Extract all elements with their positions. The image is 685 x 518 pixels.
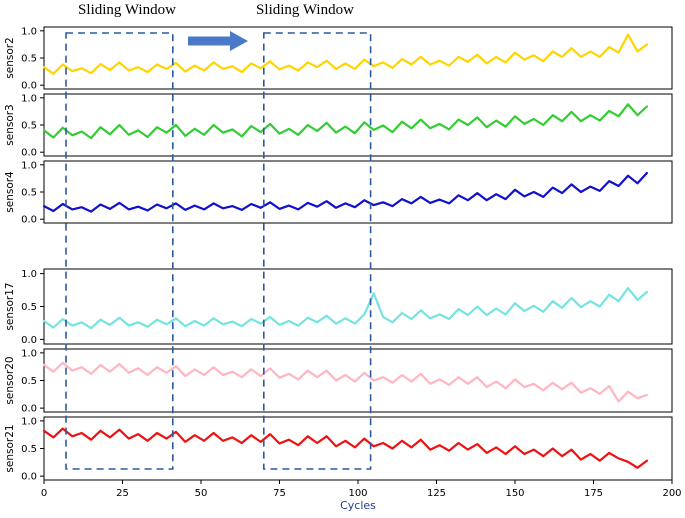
- subplot-sensor4: 0.0 0.5 1.0 sensor4: [4, 160, 673, 226]
- series-line-sensor21: [42, 427, 649, 469]
- y-tick-label: 0.0: [21, 81, 37, 92]
- y-axis-title: sensor21: [4, 424, 16, 472]
- subplot-frame: [43, 93, 673, 157]
- y-tick-label: 1.0: [21, 93, 37, 104]
- series-line-sensor3: [42, 103, 649, 140]
- x-tick-label: 150: [505, 488, 524, 499]
- y-tick-label: 0.0: [21, 215, 37, 226]
- y-tick-label: 0.5: [21, 121, 37, 132]
- y-tick-label: 0.5: [21, 376, 37, 387]
- series-line-sensor2: [42, 33, 649, 75]
- y-axis-title: sensor2: [4, 37, 16, 78]
- x-tick-label: 0: [41, 488, 47, 499]
- subplot-sensor17: 0.0 0.5 1.0 sensor17: [4, 268, 673, 346]
- y-axis-title: sensor17: [4, 282, 16, 330]
- x-axis-title: Cycles: [340, 499, 376, 512]
- subplot-sensor20: 0.0 0.5 1.0 sensor20: [4, 348, 673, 415]
- y-tick-label: 0.5: [21, 54, 37, 65]
- y-tick-label: 0.5: [21, 188, 37, 199]
- subplot-frame: [43, 26, 673, 90]
- x-tick-label: 125: [427, 488, 446, 499]
- y-tick-label: 1.0: [21, 348, 37, 359]
- subplot-sensor3: 0.0 0.5 1.0 sensor3: [4, 93, 673, 159]
- series-line-sensor17: [42, 287, 649, 330]
- y-axis-title: sensor3: [4, 104, 16, 145]
- y-tick-label: 1.0: [21, 26, 37, 37]
- sliding-window-box-2: [262, 32, 372, 470]
- x-tick-label: 50: [195, 488, 208, 499]
- y-tick-label: 1.0: [21, 416, 37, 427]
- right-arrow-head: [230, 31, 248, 51]
- sliding-window-box-1: [65, 32, 174, 470]
- y-tick-label: 0.0: [21, 472, 37, 483]
- subplot-frame: [43, 160, 673, 224]
- series-line-sensor4: [42, 171, 649, 213]
- subplot-sensor21: 0.0 0.5 1.0 sensor21: [4, 416, 673, 483]
- y-tick-label: 0.0: [21, 404, 37, 415]
- x-tick-label: 25: [116, 488, 129, 499]
- series-line-sensor20: [42, 361, 649, 403]
- x-tick-label: 75: [273, 488, 286, 499]
- y-axis-title: sensor20: [4, 356, 16, 404]
- subplot-sensor2: 0.0 0.5 1.0 sensor2: [4, 26, 673, 92]
- sliding-window-label-2: Sliding Window: [256, 2, 354, 18]
- y-tick-label: 0.5: [21, 302, 37, 313]
- x-tick-label: 175: [584, 488, 603, 499]
- y-tick-label: 1.0: [21, 269, 37, 280]
- sliding-window-label-1: Sliding Window: [78, 2, 176, 18]
- y-axis-title: sensor4: [4, 171, 16, 213]
- x-tick-label: 200: [662, 488, 681, 499]
- y-tick-label: 0.5: [21, 444, 37, 455]
- subplot-frame: [43, 268, 673, 345]
- y-tick-label: 0.0: [21, 148, 37, 159]
- y-tick-label: 0.0: [21, 335, 37, 346]
- x-tick-label: 100: [348, 488, 367, 499]
- subplot-frame: [43, 416, 673, 481]
- y-tick-label: 1.0: [21, 160, 37, 171]
- subplot-frame: [43, 348, 673, 413]
